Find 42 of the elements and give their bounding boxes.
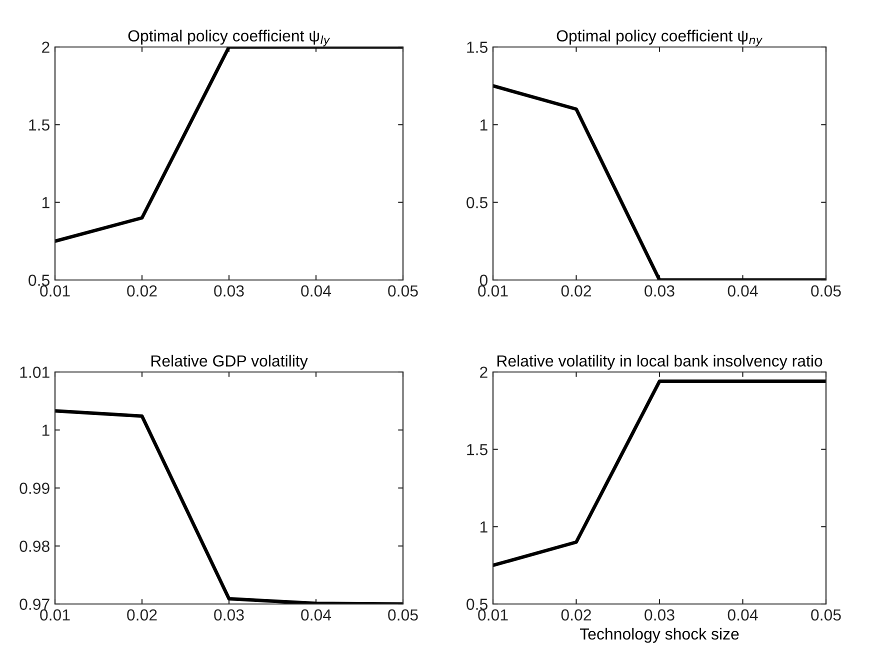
y-tick-label: 0.5	[28, 274, 50, 286]
y-tick-label: 2	[480, 366, 488, 378]
y-tick-label: 1.5	[29, 119, 50, 131]
x-tick-label: 0.03	[644, 609, 674, 621]
x-tick-label: 0.04	[301, 609, 332, 621]
y-tick-label: 1	[480, 521, 488, 532]
x-tick-label: 0.03	[214, 609, 244, 621]
x-tick-label: 0.05	[811, 285, 841, 297]
y-tick-label: 0.97	[20, 598, 50, 610]
y-tick-label: 2	[42, 42, 50, 53]
y-tick-label: 1.01	[20, 366, 50, 378]
x-axis-title: Technology shock size	[580, 628, 739, 643]
chart-title: Relative GDP volatility	[151, 354, 308, 370]
y-tick-label: 0.5	[466, 196, 488, 208]
x-tick-label: 0.02	[127, 609, 157, 621]
chart-title: Optimal policy coefficient ψ$_{ly}$	[128, 30, 330, 46]
y-tick-label: 0	[480, 274, 488, 286]
x-tick-label: 0.02	[127, 285, 157, 297]
x-tick-label: 0.03	[644, 285, 674, 297]
x-tick-label: 0.01	[478, 285, 508, 297]
y-tick-label: 1	[42, 197, 50, 208]
x-tick-label: 0.01	[478, 609, 508, 621]
chart-title: Optimal policy coefficient ψ$_{ny}$	[556, 30, 763, 46]
x-tick-label: 0.04	[728, 609, 758, 621]
x-tick-label: 0.02	[561, 285, 591, 297]
x-tick-label: 0.04	[301, 285, 332, 297]
x-tick-label: 0.02	[561, 609, 591, 621]
x-tick-label: 0.05	[388, 285, 418, 297]
x-tick-label: 0.05	[388, 609, 418, 621]
x-tick-label: 0.03	[214, 285, 244, 297]
y-tick-label: 0.99	[20, 482, 50, 494]
y-tick-label: 0.5	[466, 598, 488, 610]
y-tick-label: 0.98	[20, 540, 50, 552]
y-tick-label: 1.5	[467, 444, 488, 456]
y-tick-label: 1	[42, 424, 50, 436]
x-tick-label: 0.01	[40, 609, 70, 621]
x-tick-label: 0.05	[811, 609, 841, 621]
y-tick-label: 1	[480, 119, 488, 130]
y-tick-label: 1.5	[467, 42, 488, 53]
x-tick-label: 0.01	[40, 285, 70, 297]
chart-title: Relative volatility in local bank insolvency ratio	[497, 354, 822, 370]
x-tick-label: 0.04	[728, 285, 758, 297]
